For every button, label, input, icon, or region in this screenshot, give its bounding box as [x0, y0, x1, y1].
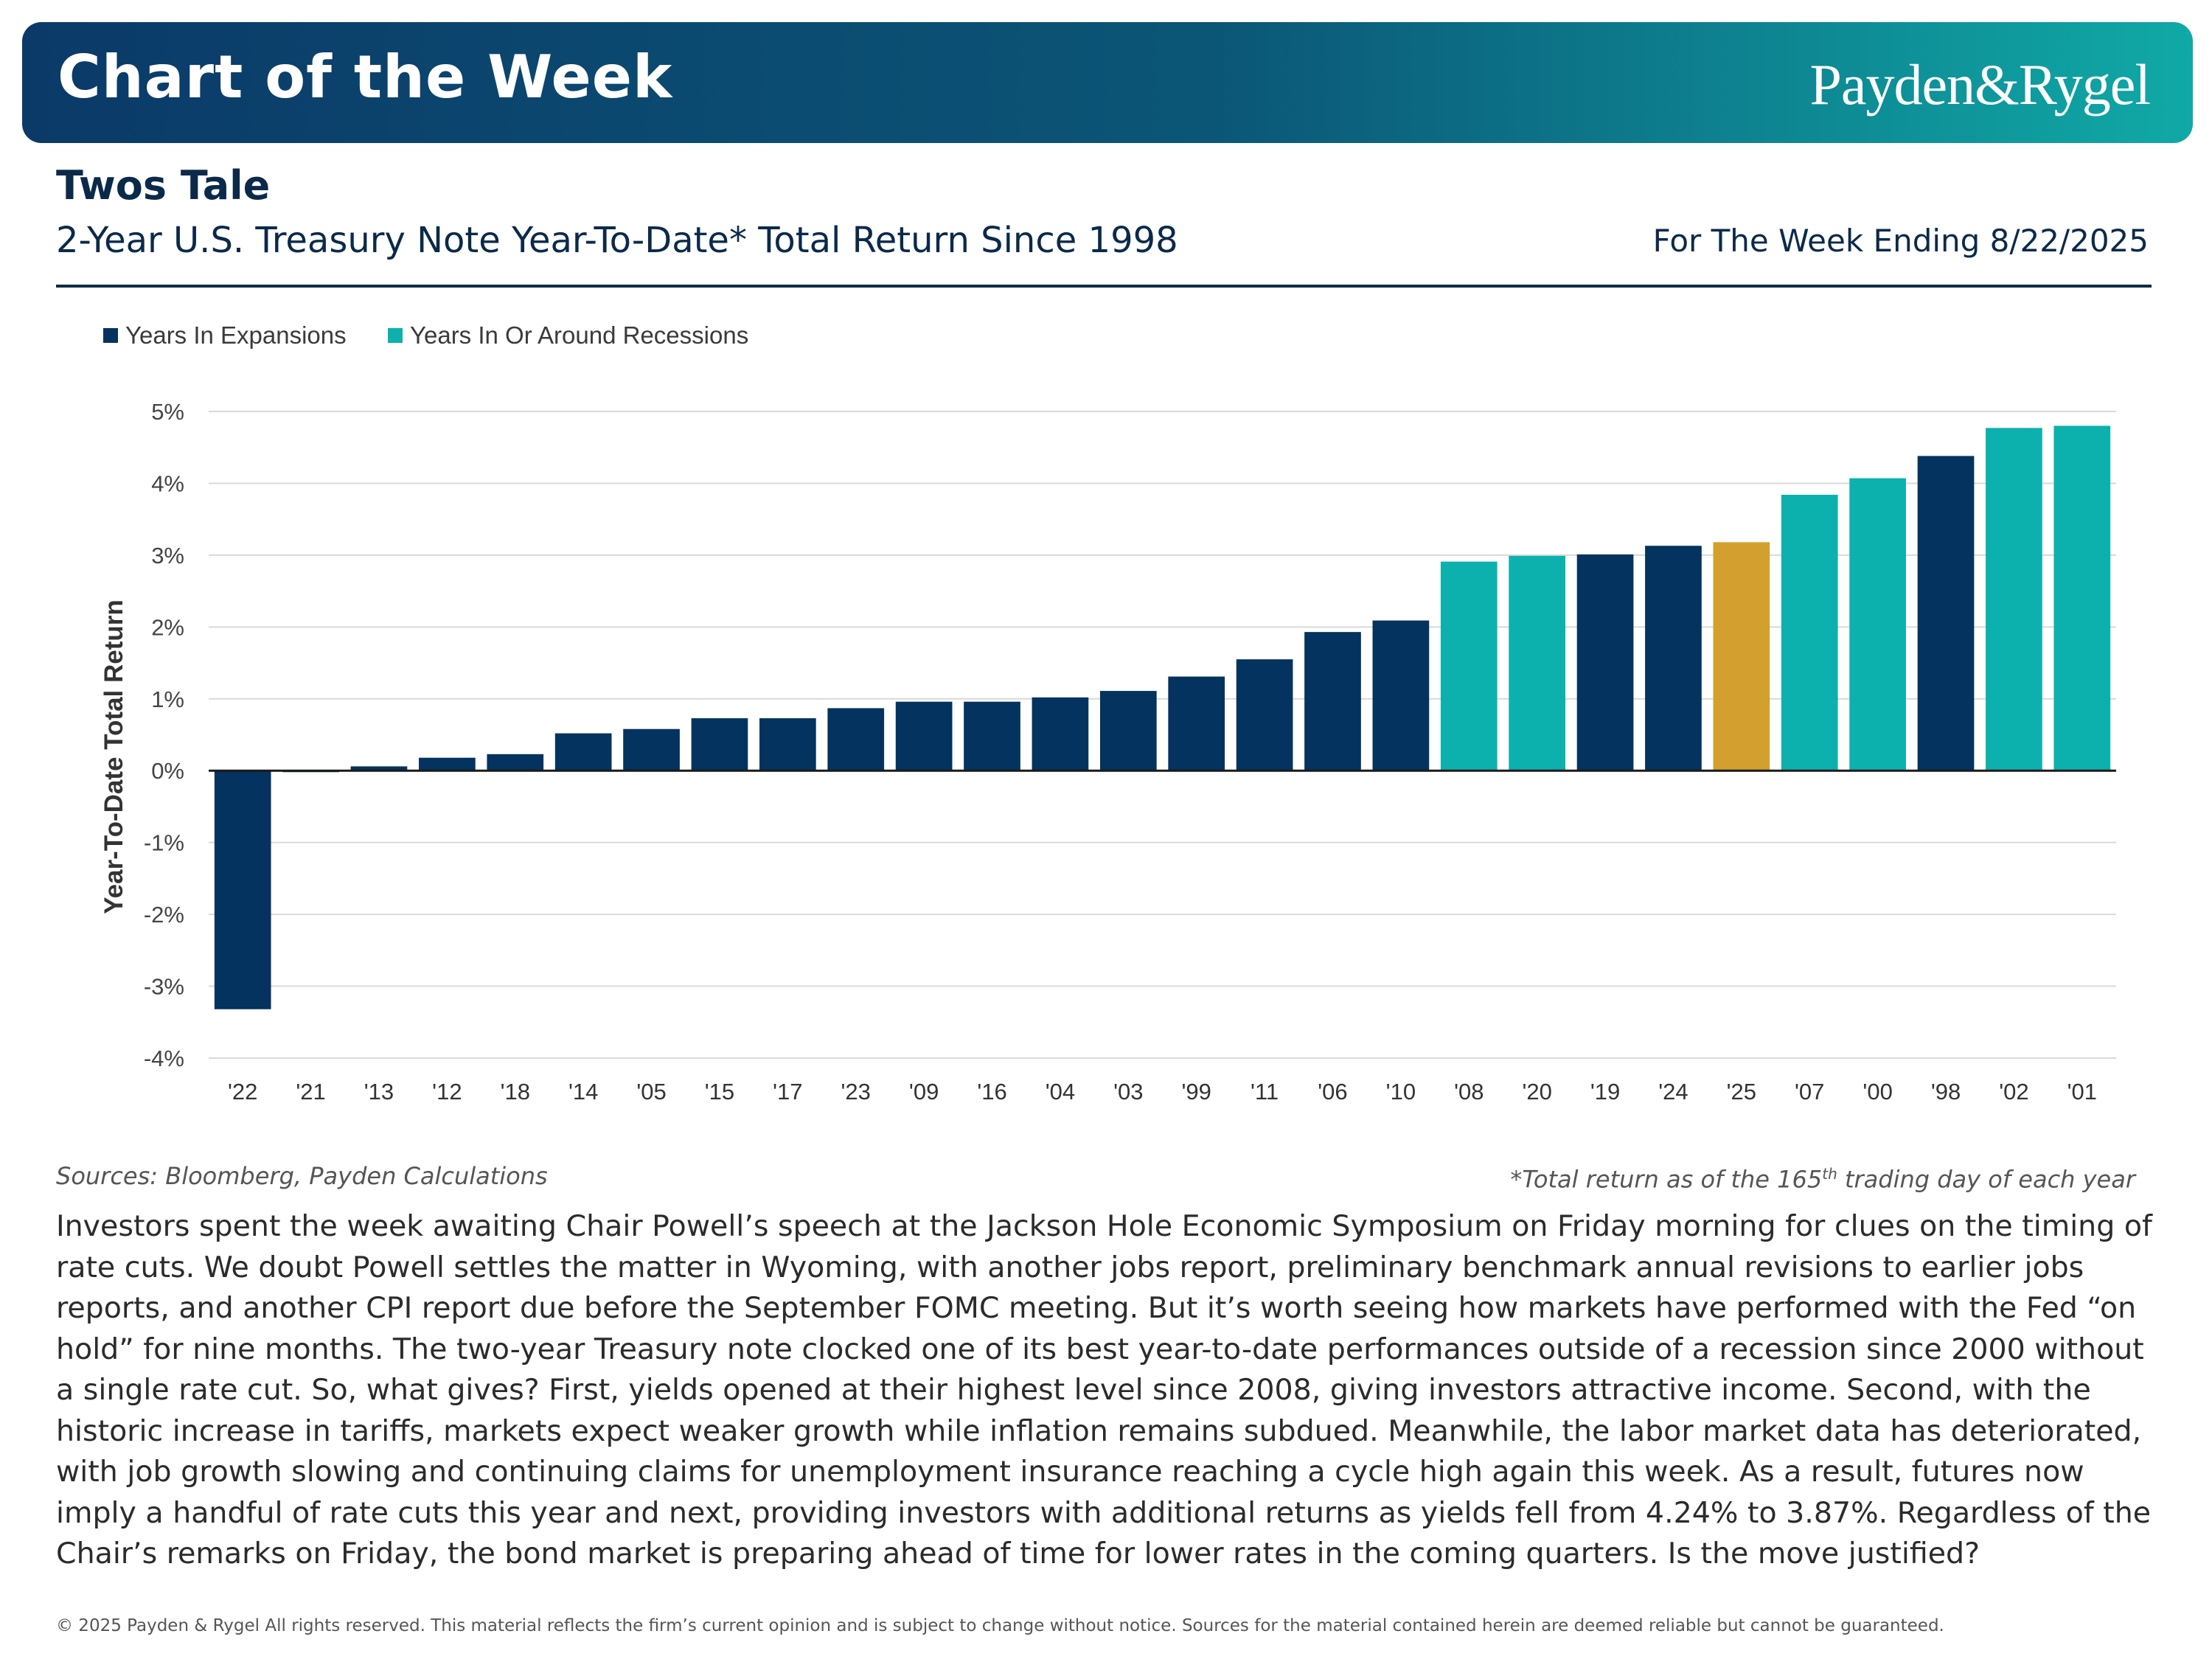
x-tick-label: '23 — [841, 1079, 871, 1105]
x-tick-label: '11 — [1251, 1079, 1279, 1105]
bar-24 — [1645, 546, 1702, 771]
bar-17 — [759, 718, 816, 771]
x-tick-label: '04 — [1046, 1079, 1075, 1105]
legend-label-recessions: Years In Or Around Recessions — [410, 321, 749, 349]
footnote-suffix: trading day of each year — [1837, 1165, 2135, 1194]
copyright-notice: © 2025 Payden & Rygel All rights reserve… — [56, 1616, 1944, 1635]
y-tick-label: -4% — [144, 1046, 184, 1071]
bar-22 — [214, 771, 271, 1009]
bar-05 — [623, 728, 680, 771]
x-tick-label: '06 — [1318, 1079, 1347, 1105]
bar-10 — [1372, 620, 1430, 771]
bar-99 — [1168, 676, 1225, 771]
header-divider — [56, 285, 2152, 288]
bar-15 — [691, 718, 748, 771]
y-tick-label: 4% — [151, 470, 184, 496]
x-tick-label: '13 — [364, 1079, 394, 1105]
y-tick-label: 1% — [151, 686, 184, 712]
x-tick-label: '25 — [1727, 1079, 1756, 1105]
x-tick-label: '22 — [228, 1079, 257, 1105]
x-tick-label: '99 — [1181, 1079, 1211, 1105]
x-tick-label: '05 — [636, 1079, 666, 1105]
week-ending-date: For The Week Ending 8/22/2025 — [1652, 223, 2149, 259]
x-tick-label: '17 — [773, 1079, 802, 1105]
x-axis-ticks: '22 '21 '13 '12 '18 '14 '05 '15 '17 '23 '09 '16 '04 '… — [228, 1079, 2097, 1105]
bar-18 — [487, 754, 544, 771]
bar-25 — [1713, 542, 1770, 771]
bar-chart: 5% 4% 3% 2% 1% 0% -1% -2% -3% -4% '22 '21 '13 '12 '18… — [100, 399, 2116, 1105]
bar-14 — [554, 733, 612, 771]
bar-08 — [1440, 561, 1498, 771]
x-tick-label: '07 — [1795, 1079, 1824, 1105]
y-axis-label: Year-To-Date Total Return — [100, 599, 128, 914]
bar-09 — [895, 701, 953, 771]
bar-98 — [1917, 456, 1975, 771]
x-tick-label: '98 — [1931, 1079, 1961, 1105]
x-tick-label: '15 — [705, 1079, 734, 1105]
header-banner: Chart of the Week Payden&Rygel — [22, 22, 2193, 143]
bar-01 — [2053, 425, 2111, 771]
y-tick-label: -3% — [144, 974, 184, 1000]
section-title: Twos Tale — [56, 162, 271, 209]
x-tick-label: '10 — [1386, 1079, 1416, 1105]
banner-title: Chart of the Week — [58, 43, 673, 111]
bar-07 — [1781, 495, 1838, 771]
legend-label-expansions: Years In Expansions — [125, 321, 347, 349]
commentary-paragraph: Investors spent the week awaiting Chair … — [56, 1209, 2152, 1571]
bars — [214, 425, 2111, 1009]
chart-title: 2-Year U.S. Treasury Note Year-To-Date* … — [56, 220, 1178, 261]
bar-00 — [1849, 478, 1906, 771]
x-tick-label: '03 — [1113, 1079, 1143, 1105]
bar-13 — [350, 766, 408, 771]
brand-logo: Payden&Rygel — [1809, 52, 2151, 116]
x-tick-label: '02 — [1999, 1079, 2028, 1105]
bar-11 — [1236, 659, 1293, 771]
y-tick-label: 5% — [151, 399, 184, 425]
footnote-sup: th — [1822, 1165, 1837, 1183]
x-tick-label: '18 — [501, 1079, 530, 1105]
y-tick-label: 0% — [151, 758, 184, 784]
gridlines — [209, 411, 2116, 1059]
x-tick-label: '16 — [977, 1079, 1006, 1105]
bar-20 — [1509, 555, 1566, 771]
bar-16 — [964, 701, 1020, 771]
x-tick-label: '09 — [909, 1079, 939, 1105]
bar-04 — [1032, 697, 1089, 771]
x-tick-label: '14 — [568, 1079, 598, 1105]
bar-02 — [1986, 428, 2042, 771]
x-tick-label: '19 — [1590, 1079, 1620, 1105]
bar-03 — [1099, 691, 1157, 771]
x-tick-label: '20 — [1522, 1079, 1551, 1105]
footnote-prefix: *Total return as of the 165 — [1510, 1165, 1823, 1194]
x-tick-label: '24 — [1658, 1079, 1688, 1105]
bar-19 — [1576, 554, 1634, 771]
x-tick-label: '21 — [296, 1079, 325, 1105]
legend-swatch-expansions — [103, 328, 118, 343]
legend-swatch-recessions — [388, 328, 403, 343]
sources-note: Sources: Bloomberg, Payden Calculations — [56, 1162, 548, 1190]
y-tick-label: 2% — [151, 614, 184, 640]
footnote: *Total return as of the 165th trading da… — [1510, 1165, 2135, 1194]
x-tick-label: '00 — [1863, 1079, 1892, 1105]
y-tick-label: 3% — [151, 543, 184, 568]
y-axis-ticks: 5% 4% 3% 2% 1% 0% -1% -2% -3% -4% — [144, 399, 184, 1071]
y-tick-label: -2% — [144, 902, 184, 928]
x-tick-label: '08 — [1454, 1079, 1484, 1105]
x-tick-label: '12 — [432, 1079, 462, 1105]
bar-23 — [827, 708, 885, 771]
x-tick-label: '01 — [2067, 1079, 2097, 1105]
y-tick-label: -1% — [144, 830, 184, 856]
bar-12 — [419, 757, 476, 771]
bar-06 — [1304, 632, 1361, 771]
